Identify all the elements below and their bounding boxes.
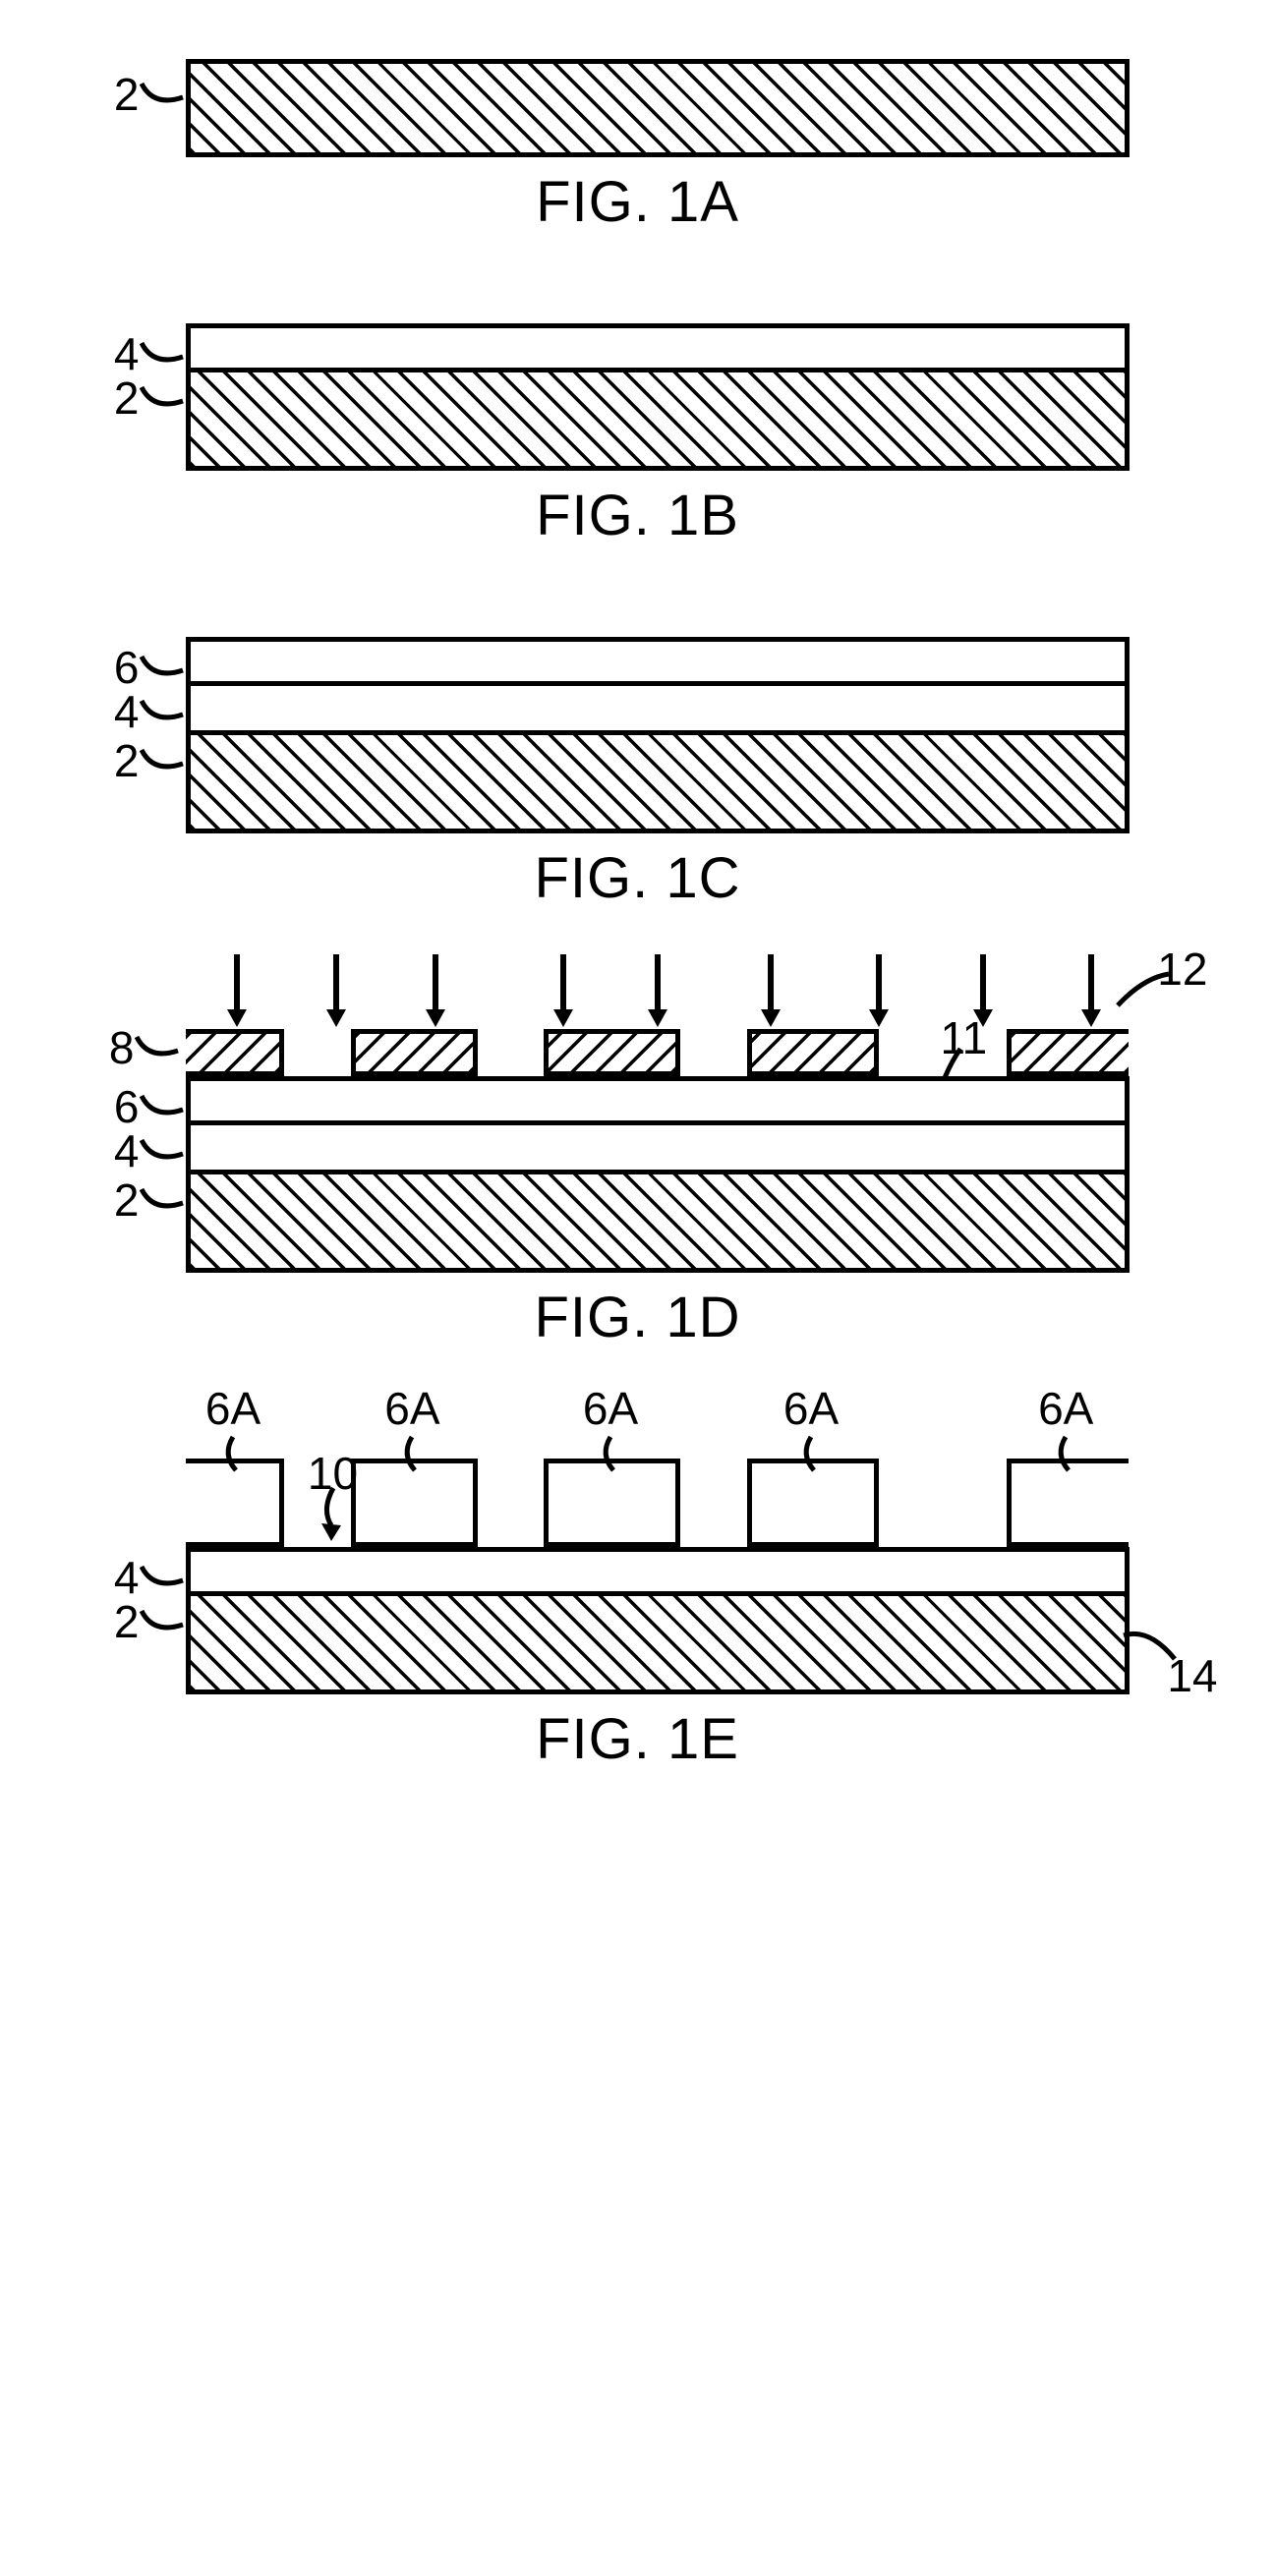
- label-4: 4: [114, 331, 185, 376]
- pillar-row: 6A 6A 6A 6A 6A 10: [186, 1459, 1130, 1547]
- label-6: 6: [114, 1084, 185, 1129]
- pillar-label-4: 6A: [783, 1382, 839, 1472]
- fig1e: 6A 6A 6A 6A 6A 10 4 2 14 FIG. 1E: [48, 1459, 1228, 1772]
- label-2: 2: [114, 1177, 185, 1223]
- fig1a-stack: 2: [186, 59, 1130, 157]
- mask-block-4: [747, 1029, 879, 1076]
- implant-arrows: [186, 952, 1130, 1029]
- label-2-text: 2: [114, 375, 140, 421]
- mask-block-5: [1007, 1029, 1130, 1076]
- label-4-text: 4: [114, 1555, 140, 1600]
- fig1d: 8 11 12 6 4 2 FIG. 1D: [48, 1029, 1228, 1350]
- label-2: 2: [114, 375, 185, 421]
- fig1a-caption: FIG. 1A: [48, 169, 1228, 235]
- pillar-label-2: 6A: [384, 1382, 439, 1472]
- fig1d-layer-3: 2: [186, 1174, 1130, 1273]
- fig1c-layer-2: 4: [186, 686, 1130, 735]
- label-4-text: 4: [114, 689, 140, 734]
- fig1c-caption: FIG. 1C: [48, 845, 1228, 911]
- pillar-label-1-text: 6A: [205, 1382, 261, 1435]
- fig1c-stack: 6 4 2: [186, 637, 1130, 833]
- fig1d-layer-1: 6: [186, 1076, 1130, 1125]
- fig1b-layer-2: 2: [186, 372, 1130, 471]
- fig1a-layer-1: 2: [186, 59, 1130, 157]
- mask-block-1: [186, 1029, 285, 1076]
- fig1d-layer-2: 4: [186, 1125, 1130, 1174]
- label-6-text: 6: [114, 1084, 140, 1129]
- fig1e-layer-1: 4: [186, 1547, 1130, 1596]
- label-4-text: 4: [114, 331, 140, 376]
- label-2-text: 2: [114, 1177, 140, 1223]
- pillar-label-3: 6A: [583, 1382, 638, 1472]
- pillar-label-5: 6A: [1038, 1382, 1093, 1472]
- label-6-text: 6: [114, 645, 140, 690]
- callout-10: 10: [308, 1447, 358, 1500]
- fig1e-stack: 6A 6A 6A 6A 6A 10 4 2 14: [186, 1459, 1130, 1694]
- label-2-text: 2: [114, 72, 140, 117]
- label-2-text: 2: [114, 1599, 140, 1644]
- fig1b: 4 2 FIG. 1B: [48, 323, 1228, 548]
- fig1b-caption: FIG. 1B: [48, 483, 1228, 548]
- fig1b-layer-1: 4: [186, 323, 1130, 372]
- fig1c-layer-1: 6: [186, 637, 1130, 686]
- pillar-label-3-text: 6A: [583, 1382, 638, 1435]
- label-2: 2: [114, 1599, 185, 1644]
- fig1c-layer-3: 2: [186, 735, 1130, 833]
- label-2: 2: [114, 72, 185, 117]
- pillar-label-2-text: 6A: [384, 1382, 439, 1435]
- label-4: 4: [114, 1555, 185, 1600]
- label-4: 4: [114, 689, 185, 734]
- label-2: 2: [114, 738, 185, 783]
- fig1a: 2 FIG. 1A: [48, 59, 1228, 235]
- label-8-text: 8: [109, 1025, 135, 1070]
- mask-block-3: [544, 1029, 680, 1076]
- mask-block-2: [351, 1029, 479, 1076]
- fig1e-layer-2: 2: [186, 1596, 1130, 1694]
- callout-11: 11: [941, 1011, 988, 1064]
- pillar-label-1: 6A: [205, 1382, 261, 1472]
- fig1e-caption: FIG. 1E: [48, 1706, 1228, 1772]
- label-2-text: 2: [114, 738, 140, 783]
- label-8: 8: [109, 1025, 180, 1070]
- label-4: 4: [114, 1128, 185, 1174]
- pillar-label-5-text: 6A: [1038, 1382, 1093, 1435]
- fig1d-caption: FIG. 1D: [48, 1285, 1228, 1350]
- label-6: 6: [114, 645, 185, 690]
- fig1c: 6 4 2 FIG. 1C: [48, 637, 1228, 911]
- pillar-label-4-text: 6A: [783, 1382, 839, 1435]
- fig1b-stack: 4 2: [186, 323, 1130, 471]
- label-4-text: 4: [114, 1128, 140, 1174]
- callout-14: 14: [1167, 1649, 1217, 1702]
- fig1d-stack: 8 11 12 6 4 2: [186, 1029, 1130, 1273]
